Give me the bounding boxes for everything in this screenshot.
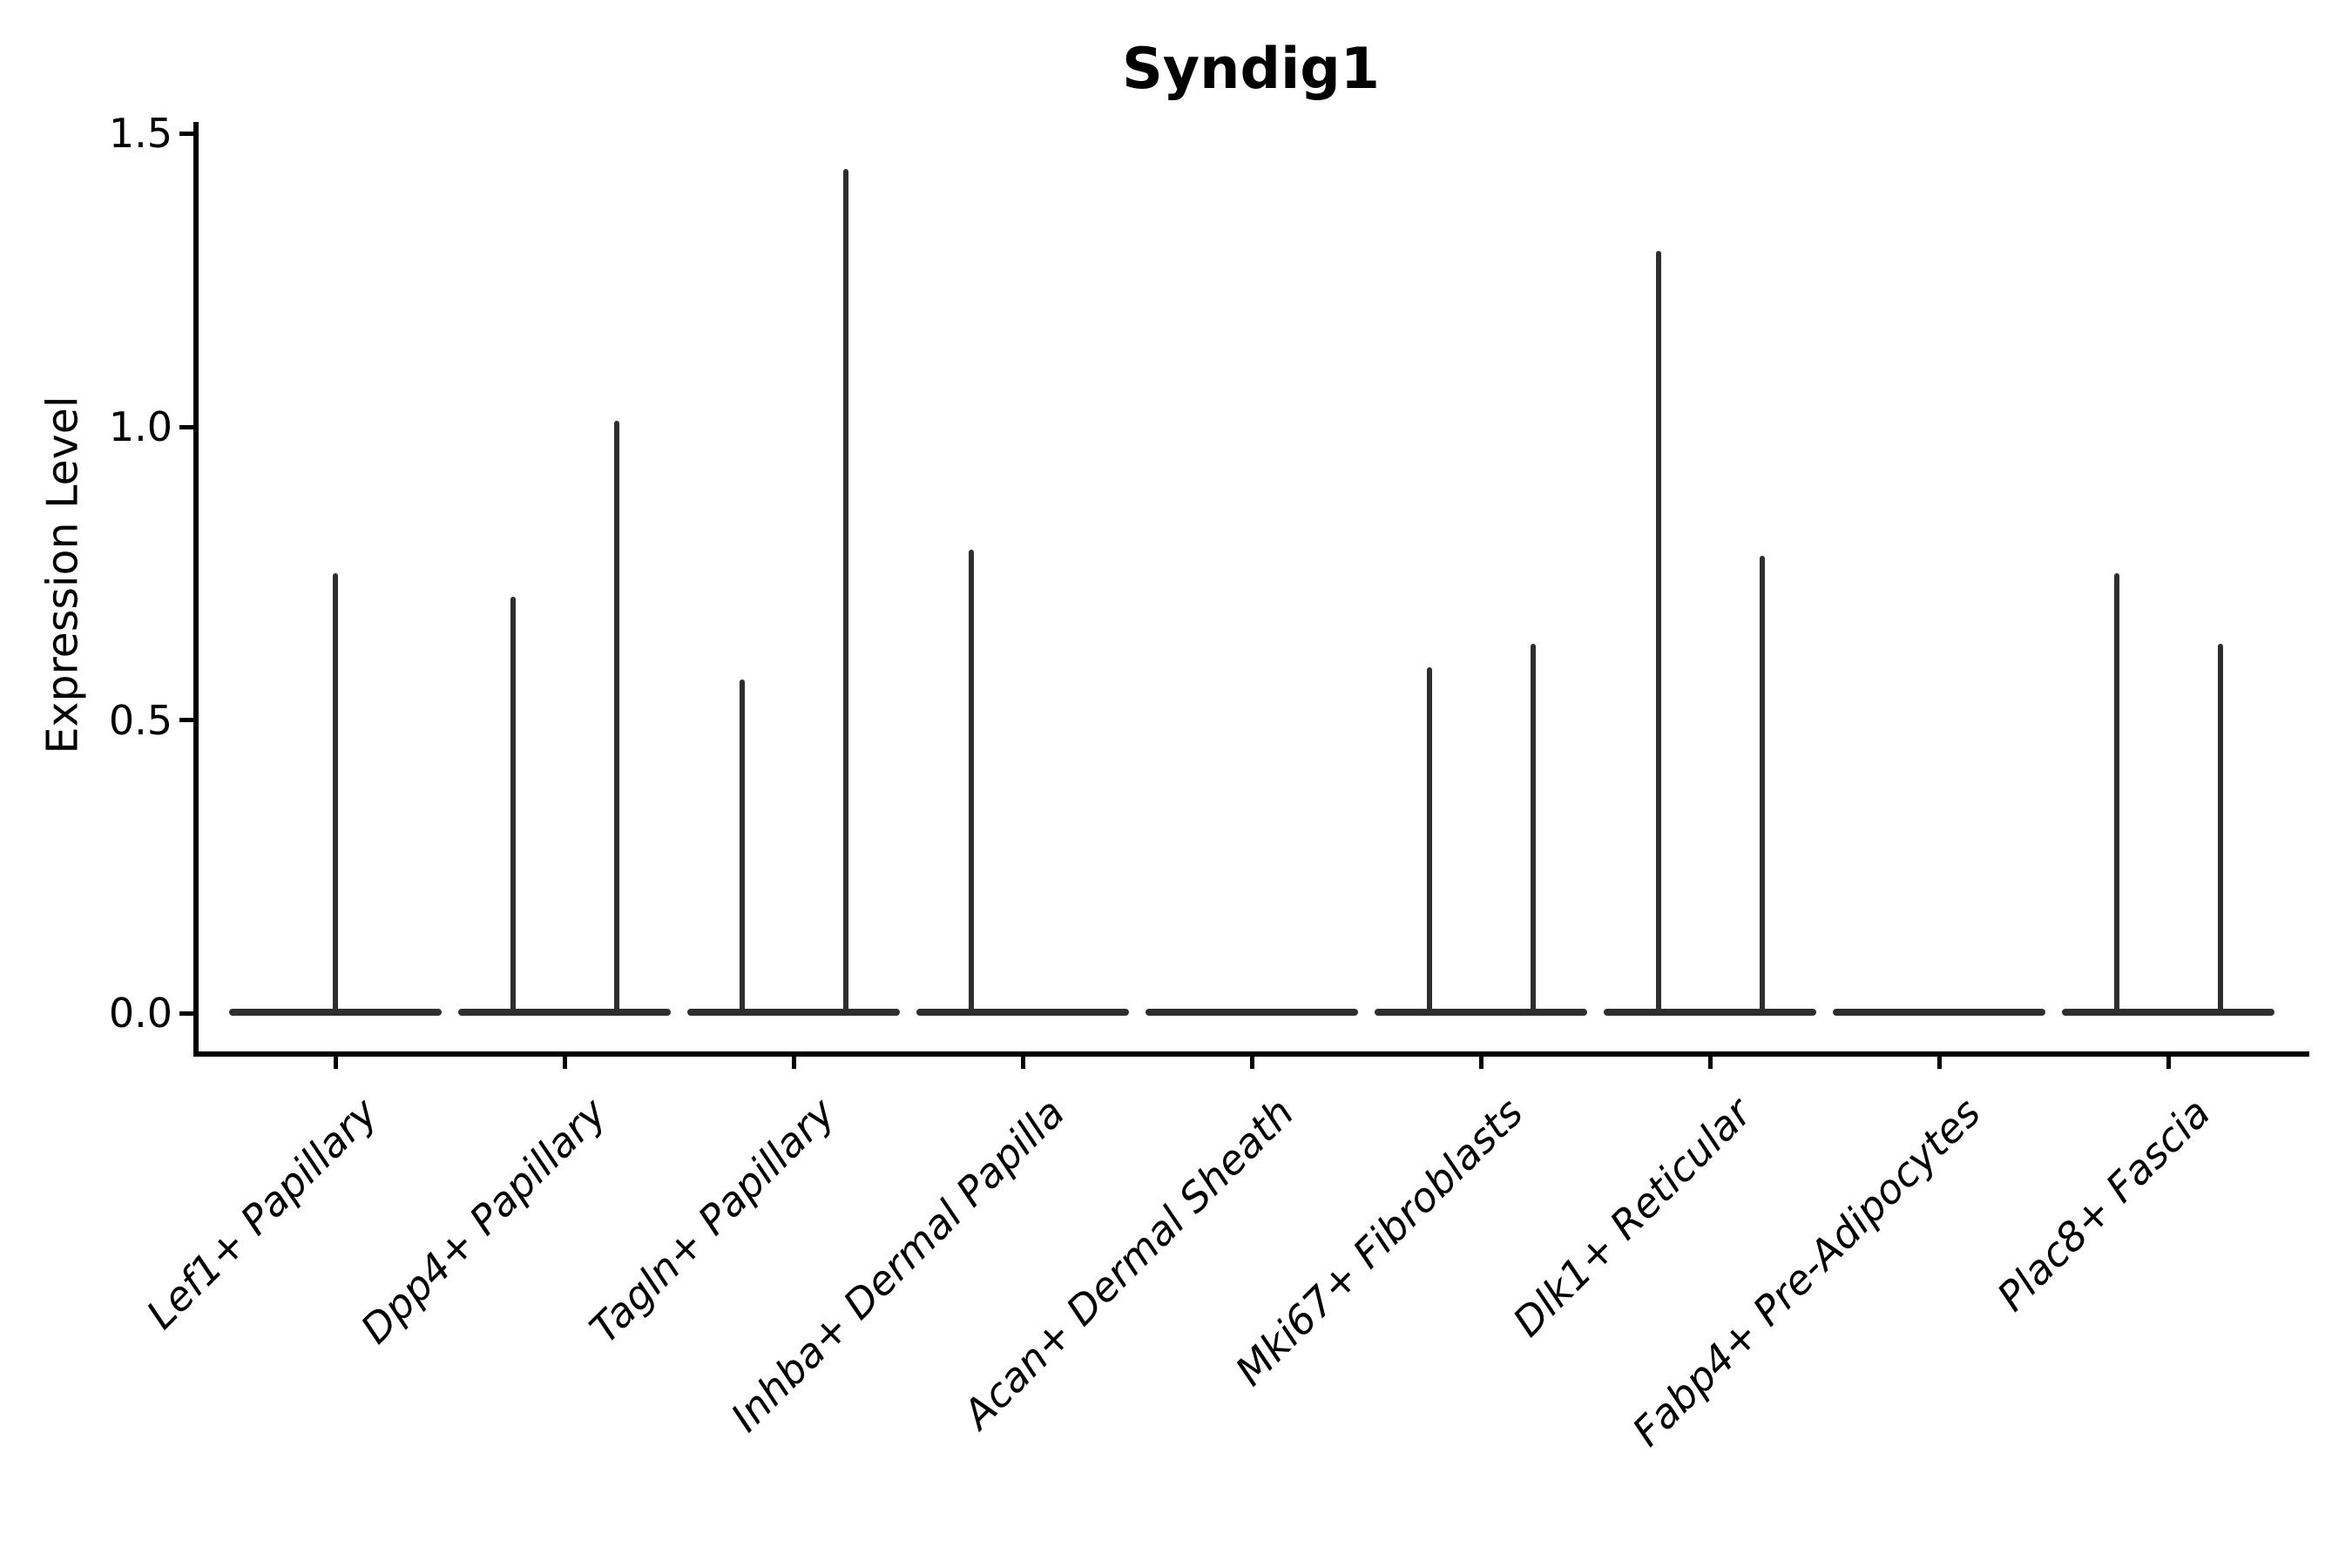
violin-spike [968,550,974,1014]
x-category-label: Dpp4+ Papillary [351,1089,616,1353]
y-tick-label: 0.5 [108,696,172,744]
x-category-label: Lef1+ Papillary [137,1089,387,1338]
violin-body [687,1009,900,1016]
x-tick-mark [1936,1057,1942,1069]
x-axis-spine [193,1051,2309,1057]
y-tick-mark [179,131,193,136]
y-tick-mark [179,1010,193,1016]
violin-spike [2217,644,2223,1014]
violin-spike [1655,251,1661,1014]
x-tick-mark [791,1057,796,1069]
violin-body [1604,1009,1816,1016]
violin-body [458,1009,671,1016]
x-tick-mark [562,1057,567,1069]
violin-spike [510,597,516,1014]
chart-title: Syndig1 [1121,37,1381,102]
violin-spike [613,421,619,1014]
violin-spike [1759,556,1765,1014]
violin-spike [1530,644,1536,1014]
y-tick-label: 0.0 [108,990,172,1037]
x-tick-mark [1020,1057,1025,1069]
x-tick-mark [1707,1057,1713,1069]
violin-body [916,1009,1129,1016]
x-tick-mark [1478,1057,1484,1069]
violin-spike [842,168,848,1014]
violin-spike [1426,667,1432,1014]
violin-body [1833,1009,2045,1016]
violin-spike [333,573,338,1014]
x-tick-mark [1249,1057,1254,1069]
y-tick-mark [179,424,193,429]
violin-spike [739,679,745,1014]
y-axis-spine [193,122,199,1057]
y-tick-label: 1.5 [108,110,172,158]
violin-body [1375,1009,1587,1016]
y-tick-mark [179,718,193,723]
x-category-label: Plac8+ Fascia [1987,1089,2220,1321]
x-category-label: Dlk1+ Reticular [1504,1089,1761,1346]
x-tick-mark [333,1057,338,1069]
x-category-label: Tagln+ Papillary [580,1089,845,1353]
x-tick-mark [2166,1057,2171,1069]
violin-spike [2113,573,2119,1014]
y-tick-label: 1.0 [108,403,172,450]
violin-body [2062,1009,2274,1016]
violin-body [1146,1009,1358,1016]
